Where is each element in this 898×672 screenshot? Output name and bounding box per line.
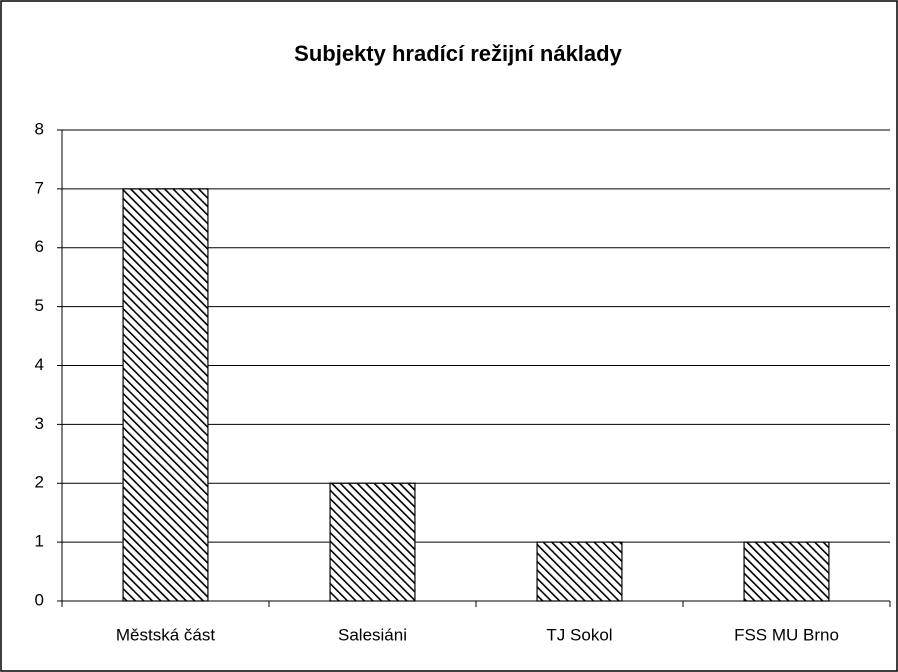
y-tick-label: 0 — [35, 590, 44, 609]
y-tick-label: 6 — [35, 237, 44, 256]
bar — [743, 541, 830, 602]
bar — [536, 541, 623, 602]
bar — [329, 482, 416, 602]
x-tick-label: Městská část — [116, 625, 215, 644]
x-tick-label: Salesiáni — [338, 625, 407, 644]
y-tick-label: 1 — [35, 532, 44, 551]
y-tick-label: 3 — [35, 414, 44, 433]
bar — [122, 188, 209, 602]
y-tick-label: 2 — [35, 473, 44, 492]
y-tick-label: 7 — [35, 178, 44, 197]
chart-title: Subjekty hradící režijní náklady — [294, 41, 622, 66]
y-tick-label: 8 — [35, 119, 44, 138]
x-tick-label: FSS MU Brno — [734, 625, 839, 644]
x-tick-label: TJ Sokol — [546, 625, 612, 644]
y-tick-label: 4 — [35, 355, 44, 374]
y-tick-label: 5 — [35, 296, 44, 315]
